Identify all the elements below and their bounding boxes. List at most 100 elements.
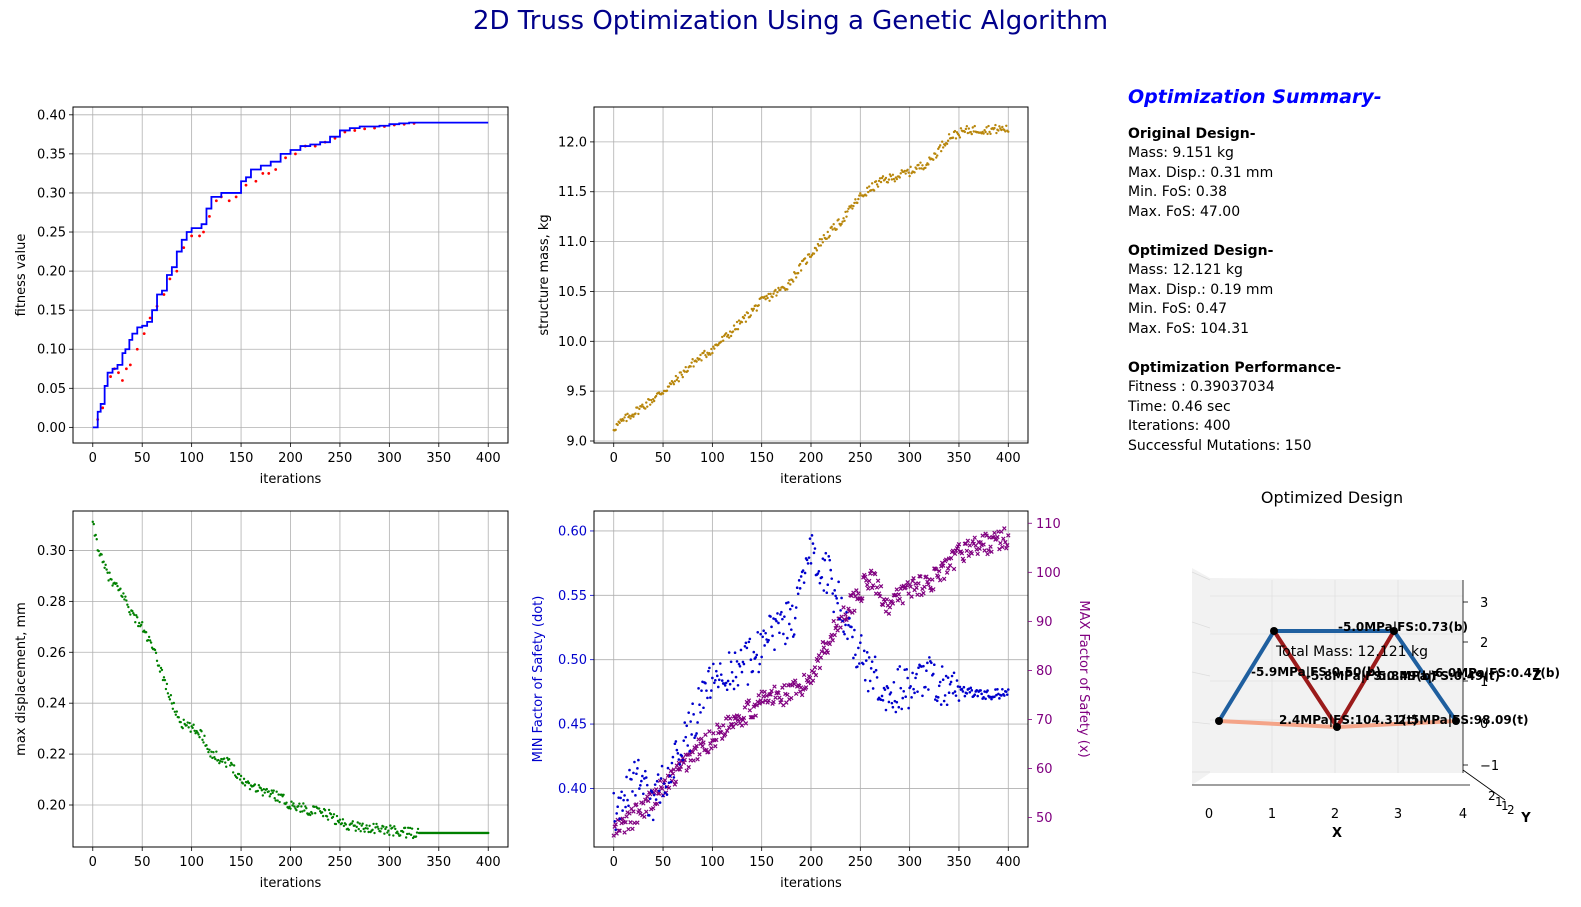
- mass-point: [616, 423, 619, 427]
- mass-point: [915, 167, 918, 171]
- min-fos-point: [932, 663, 936, 667]
- min-fos-point: [706, 696, 709, 700]
- max-fos-marker: [963, 541, 969, 546]
- max-fos-marker: [831, 618, 836, 624]
- y-axis-label: Y: [1520, 811, 1531, 826]
- mass-point: [965, 125, 969, 128]
- max-fos-marker: [797, 689, 803, 694]
- pane-side-line: [1191, 571, 1211, 581]
- max-fos-marker: [805, 679, 811, 685]
- max-fos-marker: [863, 574, 868, 579]
- mass-point: [957, 134, 961, 137]
- displacement-point: [314, 812, 317, 815]
- max-fos-marker: [782, 682, 787, 688]
- min-fos-point: [748, 637, 752, 641]
- max-fos-marker: [849, 593, 854, 598]
- mass-point: [699, 353, 702, 357]
- x-tick-label: 100: [179, 855, 204, 870]
- mass-point: [705, 355, 708, 359]
- y2-tick-label: 70: [1036, 713, 1053, 728]
- max-fos-marker: [697, 752, 702, 757]
- max-fos-marker: [784, 700, 789, 705]
- mass-point: [899, 172, 902, 175]
- max-fos-marker: [743, 721, 749, 726]
- min-fos-point: [856, 665, 859, 668]
- displacement-point: [353, 824, 356, 827]
- max-fos-marker: [764, 693, 769, 699]
- max-fos-marker: [686, 764, 691, 770]
- displacement-point: [121, 595, 124, 599]
- displacement-point: [220, 757, 223, 761]
- mass-point: [877, 179, 881, 183]
- mass-point: [677, 380, 681, 383]
- displacement-point: [125, 599, 128, 602]
- mass-point: [775, 294, 778, 297]
- mass-point: [812, 252, 816, 255]
- x-axis-label: iterations: [260, 876, 322, 891]
- max-fos-marker: [916, 581, 921, 586]
- x-tick-label: 250: [848, 451, 873, 466]
- displacement-point: [300, 805, 303, 808]
- min-fos-point: [700, 689, 703, 692]
- max-fos-marker: [656, 791, 662, 796]
- displacement-point: [170, 702, 174, 705]
- min-fos-point: [862, 649, 866, 653]
- displacement-point: [187, 726, 190, 729]
- mass-point: [680, 373, 683, 377]
- displacement-point: [332, 813, 336, 816]
- mass-point: [645, 401, 648, 404]
- mass-point: [866, 186, 869, 190]
- min-fos-point: [790, 604, 794, 608]
- displacement-point: [367, 830, 370, 834]
- max-fos-marker: [973, 543, 978, 548]
- min-fos-point: [712, 662, 715, 666]
- mass-point: [751, 309, 755, 312]
- min-fos-point: [973, 693, 977, 696]
- min-fos-point: [652, 793, 656, 797]
- displacement-point: [360, 824, 363, 827]
- mass-point: [841, 220, 844, 223]
- min-fos-point: [760, 655, 763, 659]
- min-fos-point: [836, 601, 839, 605]
- truss-node: [1452, 717, 1460, 725]
- displacement-point: [203, 734, 206, 738]
- max-fos-marker: [1000, 544, 1005, 550]
- min-fos-point: [735, 660, 739, 663]
- displacement-point: [141, 621, 144, 624]
- min-fos-point: [751, 670, 755, 673]
- mass-point: [763, 295, 766, 299]
- min-fos-point: [875, 676, 879, 679]
- displacement-point: [357, 827, 360, 831]
- max-fos-marker: [864, 582, 870, 588]
- optimized-min-fos: Min. FoS: 0.47: [1128, 301, 1228, 317]
- displacement-point: [177, 716, 180, 719]
- max-fos-marker: [690, 750, 695, 755]
- displacement-point: [354, 829, 357, 832]
- displacement-point: [232, 764, 236, 767]
- mass-point: [754, 304, 757, 307]
- plot-frame: [593, 510, 1029, 848]
- optimized-max-fos: Max. FoS: 104.31: [1128, 320, 1250, 337]
- member-stress-label: 2.4MPa|FS:104.31(t): [1279, 713, 1418, 727]
- max-fos-marker: [789, 695, 794, 701]
- min-fos-point: [726, 679, 730, 683]
- x-tick-label: 0: [89, 451, 97, 466]
- min-fos-point: [957, 699, 961, 702]
- max-fos-marker: [785, 692, 790, 697]
- min-fos-point: [842, 630, 845, 634]
- mass-point: [994, 123, 997, 127]
- displacement-point: [135, 614, 138, 617]
- max-fos-marker: [937, 578, 943, 583]
- mass-point: [681, 375, 684, 379]
- mass-point: [679, 371, 682, 374]
- y-tick-label: 0.28: [37, 595, 66, 610]
- population-fitness-point: [294, 152, 297, 156]
- mass-point: [959, 127, 963, 130]
- mass-point: [788, 279, 791, 282]
- mass-point: [686, 369, 689, 373]
- min-fos-point: [699, 711, 702, 714]
- member-stress-label: -6.0MPa|FS:0.47(b): [1430, 666, 1560, 680]
- max-fos-marker: [984, 533, 989, 538]
- displacement-point: [226, 756, 229, 760]
- min-fos-point: [1006, 688, 1010, 691]
